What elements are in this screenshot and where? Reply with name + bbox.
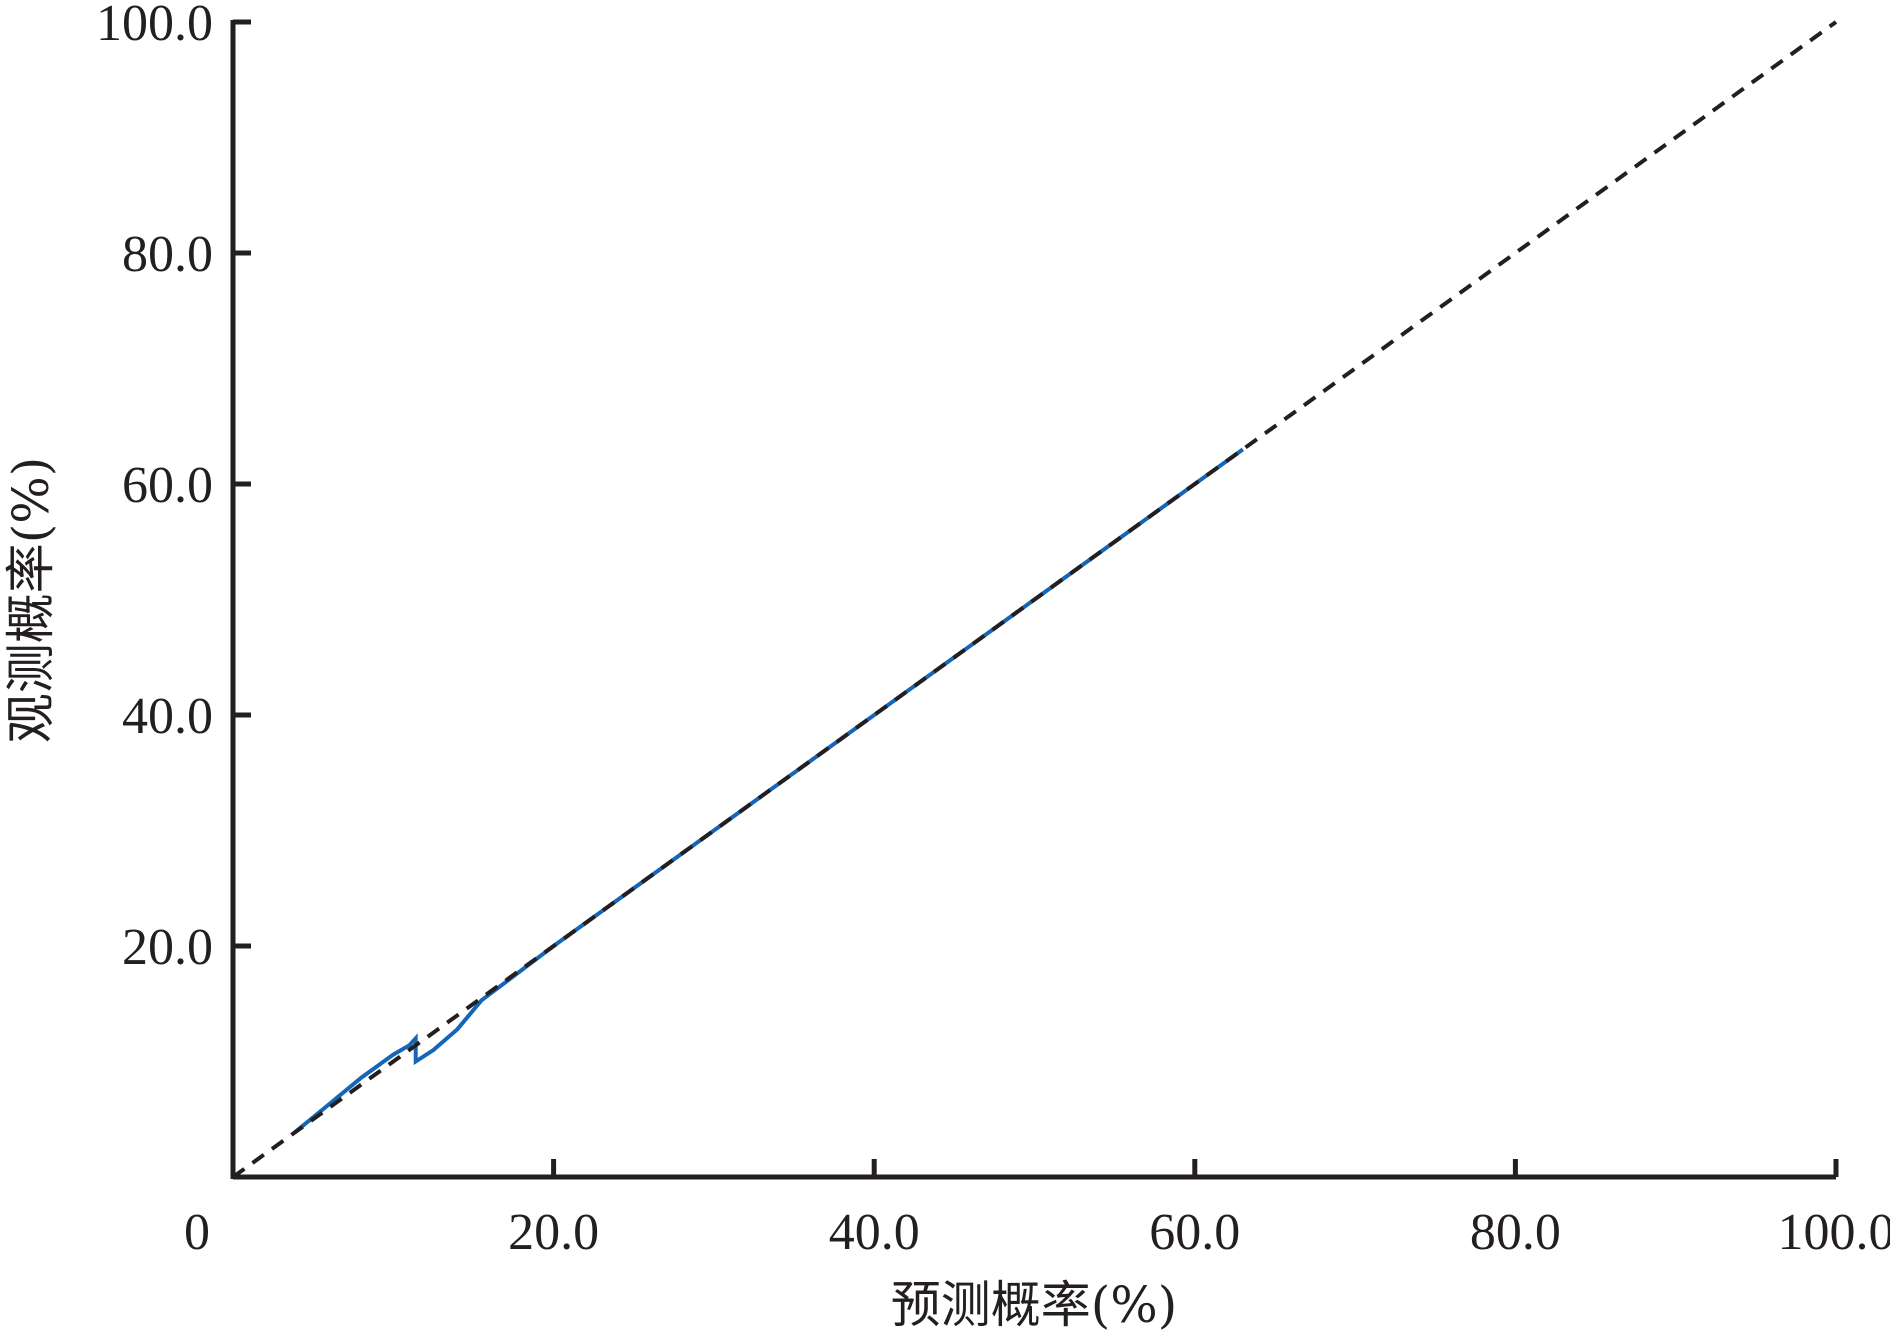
y-tick-label: 80.0 — [122, 226, 213, 283]
reference-diagonal-line — [231, 20, 1838, 1179]
y-tick-label: 60.0 — [122, 457, 213, 514]
x-axis-title: 预测概率(%) — [891, 1276, 1178, 1334]
x-tick-label: 0 — [184, 1204, 210, 1261]
x-tick-label: 20.0 — [508, 1204, 599, 1261]
y-tick-label: 20.0 — [122, 919, 213, 976]
y-axis-title: 观测概率(%) — [2, 457, 60, 744]
x-tick-label: 40.0 — [829, 1204, 920, 1261]
x-tick-label: 80.0 — [1470, 1204, 1561, 1261]
x-tick-label: 60.0 — [1149, 1204, 1240, 1261]
x-tick-label: 100.0 — [1778, 1204, 1890, 1261]
y-tick-label: 40.0 — [122, 688, 213, 745]
y-tick-label: 100.0 — [96, 0, 213, 52]
